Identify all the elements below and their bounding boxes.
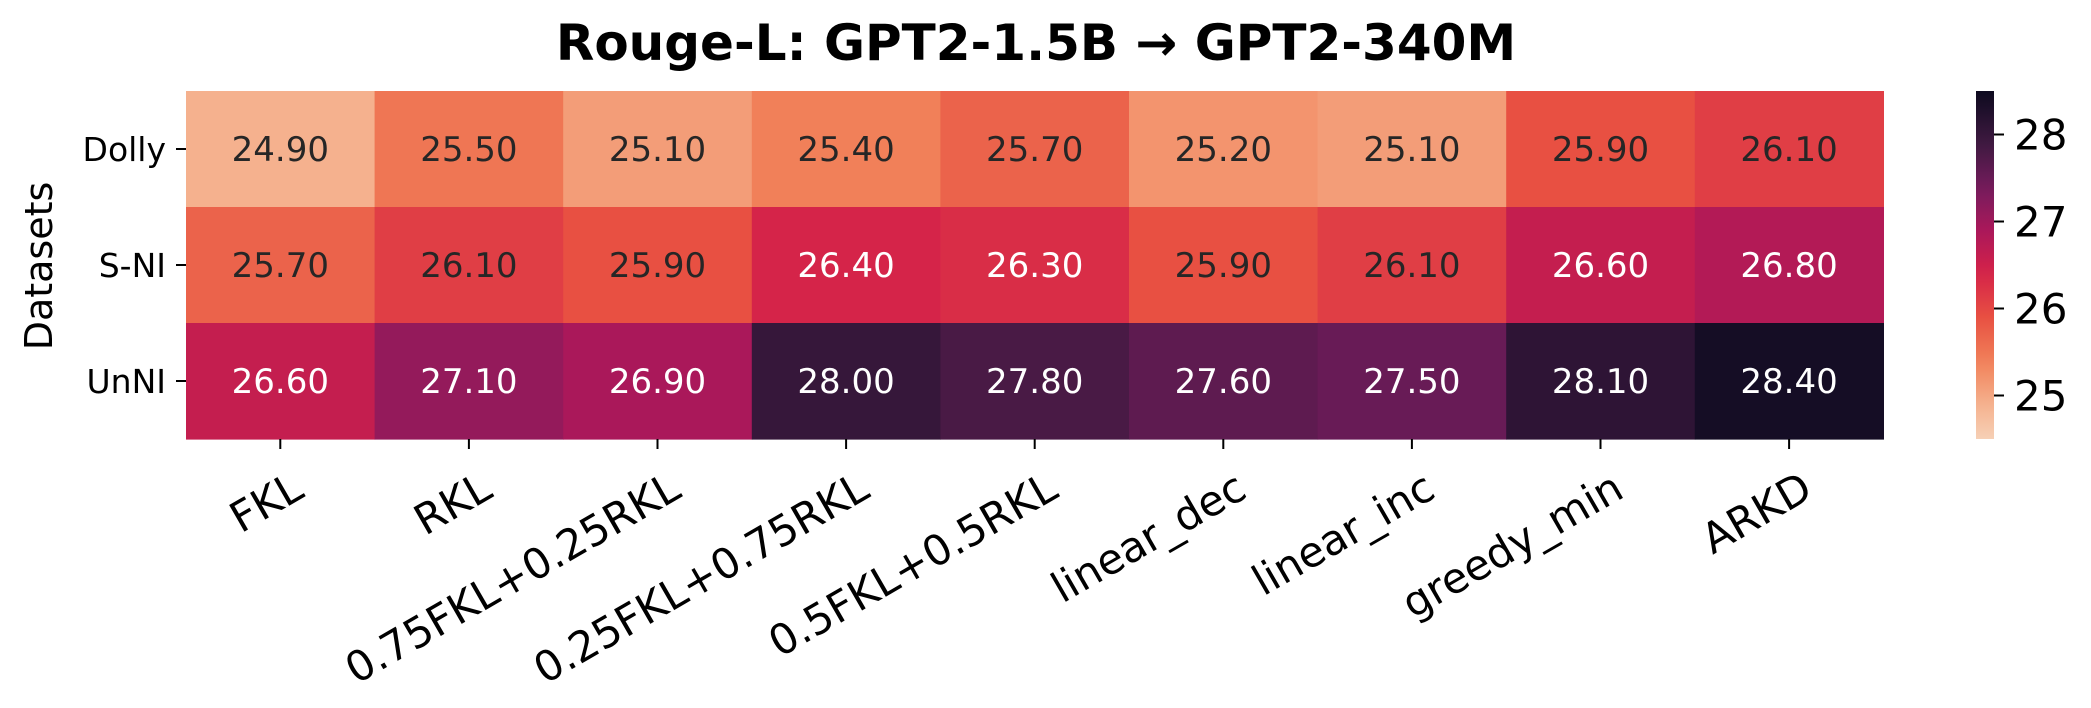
row-ticks: Dolly S-NI UnNI <box>83 130 186 401</box>
cell-value-label: 26.60 <box>232 362 329 402</box>
cell-value-label: 25.20 <box>1175 130 1272 170</box>
cell-value-label: 26.40 <box>797 246 894 286</box>
heatmap-cell-unni-7 <box>1506 323 1696 440</box>
cell-value-label: 28.40 <box>1740 362 1837 402</box>
cell-value-label: 26.60 <box>1552 246 1649 286</box>
heatmap-cell-s-ni-7 <box>1506 207 1696 324</box>
cell-value-label: 25.10 <box>1363 130 1460 170</box>
cell-value-label: 25.40 <box>797 130 894 170</box>
heatmap-cell-dolly-2 <box>563 91 753 208</box>
heatmap-cell-s-ni-2 <box>563 207 753 324</box>
cell-value-label: 28.10 <box>1552 362 1649 402</box>
heatmap-cell-unni-1 <box>374 323 564 440</box>
cell-value-label: 25.10 <box>609 130 706 170</box>
cell-value-label: 25.70 <box>986 130 1083 170</box>
column-tick-label: 0.25FKL+0.75RKL <box>525 462 877 693</box>
heatmap-cell-s-ni-4 <box>940 207 1130 324</box>
cell-value-label: 28.00 <box>797 362 894 402</box>
column-ticks: FKL RKL0.75FKL+0.25RKL0.25FKL+0.75RKL0.5F… <box>221 439 1820 693</box>
cell-value-label: 26.10 <box>420 246 517 286</box>
colorbar-gradient <box>1976 91 1994 439</box>
heatmap-cell-unni-5 <box>1129 323 1319 440</box>
cell-value-label: 27.80 <box>986 362 1083 402</box>
heatmap-cell-dolly-7 <box>1506 91 1696 208</box>
heatmap-cell-s-ni-1 <box>374 207 564 324</box>
heatmap-cell-dolly-0 <box>186 91 376 208</box>
row-tick-label: Dolly <box>83 130 166 169</box>
cell-value-label: 27.50 <box>1363 362 1460 402</box>
cell-value-label: 25.90 <box>1175 246 1272 286</box>
colorbar-tick-label: 28 <box>2014 111 2067 160</box>
heatmap-cell-s-ni-6 <box>1317 207 1507 324</box>
heatmap-cell-dolly-1 <box>374 91 564 208</box>
cell-value-label: 27.60 <box>1175 362 1272 402</box>
column-tick-label: FKL <box>221 462 311 542</box>
heatmap-cell-unni-6 <box>1317 323 1507 440</box>
heatmap-cell-labels: 24.90 25.50 25.10 25.40 25.70 25.20 25.10 25.90… <box>232 130 1838 402</box>
heatmap-cell-s-ni-3 <box>751 207 941 324</box>
cell-value-label: 26.90 <box>609 362 706 402</box>
cell-value-label: 24.90 <box>232 130 329 170</box>
cell-value-label: 25.70 <box>232 246 329 286</box>
colorbar-tick-label: 27 <box>2014 198 2067 247</box>
heatmap-cell-dolly-8 <box>1694 91 1884 208</box>
y-axis-label: Datasets <box>17 182 61 351</box>
cell-value-label: 26.10 <box>1740 130 1837 170</box>
heatmap-cell-dolly-3 <box>751 91 941 208</box>
heatmap-cell-unni-4 <box>940 323 1130 440</box>
cell-value-label: 26.30 <box>986 246 1083 286</box>
heatmap-cells <box>186 91 1884 440</box>
row-tick-label: UnNI <box>87 362 167 401</box>
colorbar-tick-label: 26 <box>2014 285 2067 334</box>
cell-value-label: 26.80 <box>1740 246 1837 286</box>
heatmap-cell-unni-0 <box>186 323 376 440</box>
column-tick-label: ARKD <box>1693 462 1820 563</box>
column-tick-label: linear_dec <box>1043 462 1254 612</box>
heatmap-cell-s-ni-8 <box>1694 207 1884 324</box>
column-tick-label: RKL <box>406 462 500 545</box>
heatmap-cell-unni-8 <box>1694 323 1884 440</box>
heatmap-cell-unni-3 <box>751 323 941 440</box>
cell-value-label: 27.10 <box>420 362 517 402</box>
colorbar: 25 26 27 28 <box>1976 91 2067 439</box>
cell-value-label: 25.50 <box>420 130 517 170</box>
colorbar-tick-label: 25 <box>2014 372 2067 421</box>
row-tick-label: S-NI <box>99 246 166 285</box>
cell-value-label: 26.10 <box>1363 246 1460 286</box>
heatmap-cell-s-ni-5 <box>1129 207 1319 324</box>
column-tick-label: 0.75FKL+0.25RKL <box>337 462 689 693</box>
heatmap-cell-dolly-5 <box>1129 91 1319 208</box>
heatmap-cell-s-ni-0 <box>186 207 376 324</box>
cell-value-label: 25.90 <box>1552 130 1649 170</box>
heatmap-cell-dolly-4 <box>940 91 1130 208</box>
chart-title: Rouge-L: GPT2-1.5B → GPT2-340M <box>556 14 1516 72</box>
cell-value-label: 25.90 <box>609 246 706 286</box>
heatmap-cell-unni-2 <box>563 323 753 440</box>
heatmap-cell-dolly-6 <box>1317 91 1507 208</box>
